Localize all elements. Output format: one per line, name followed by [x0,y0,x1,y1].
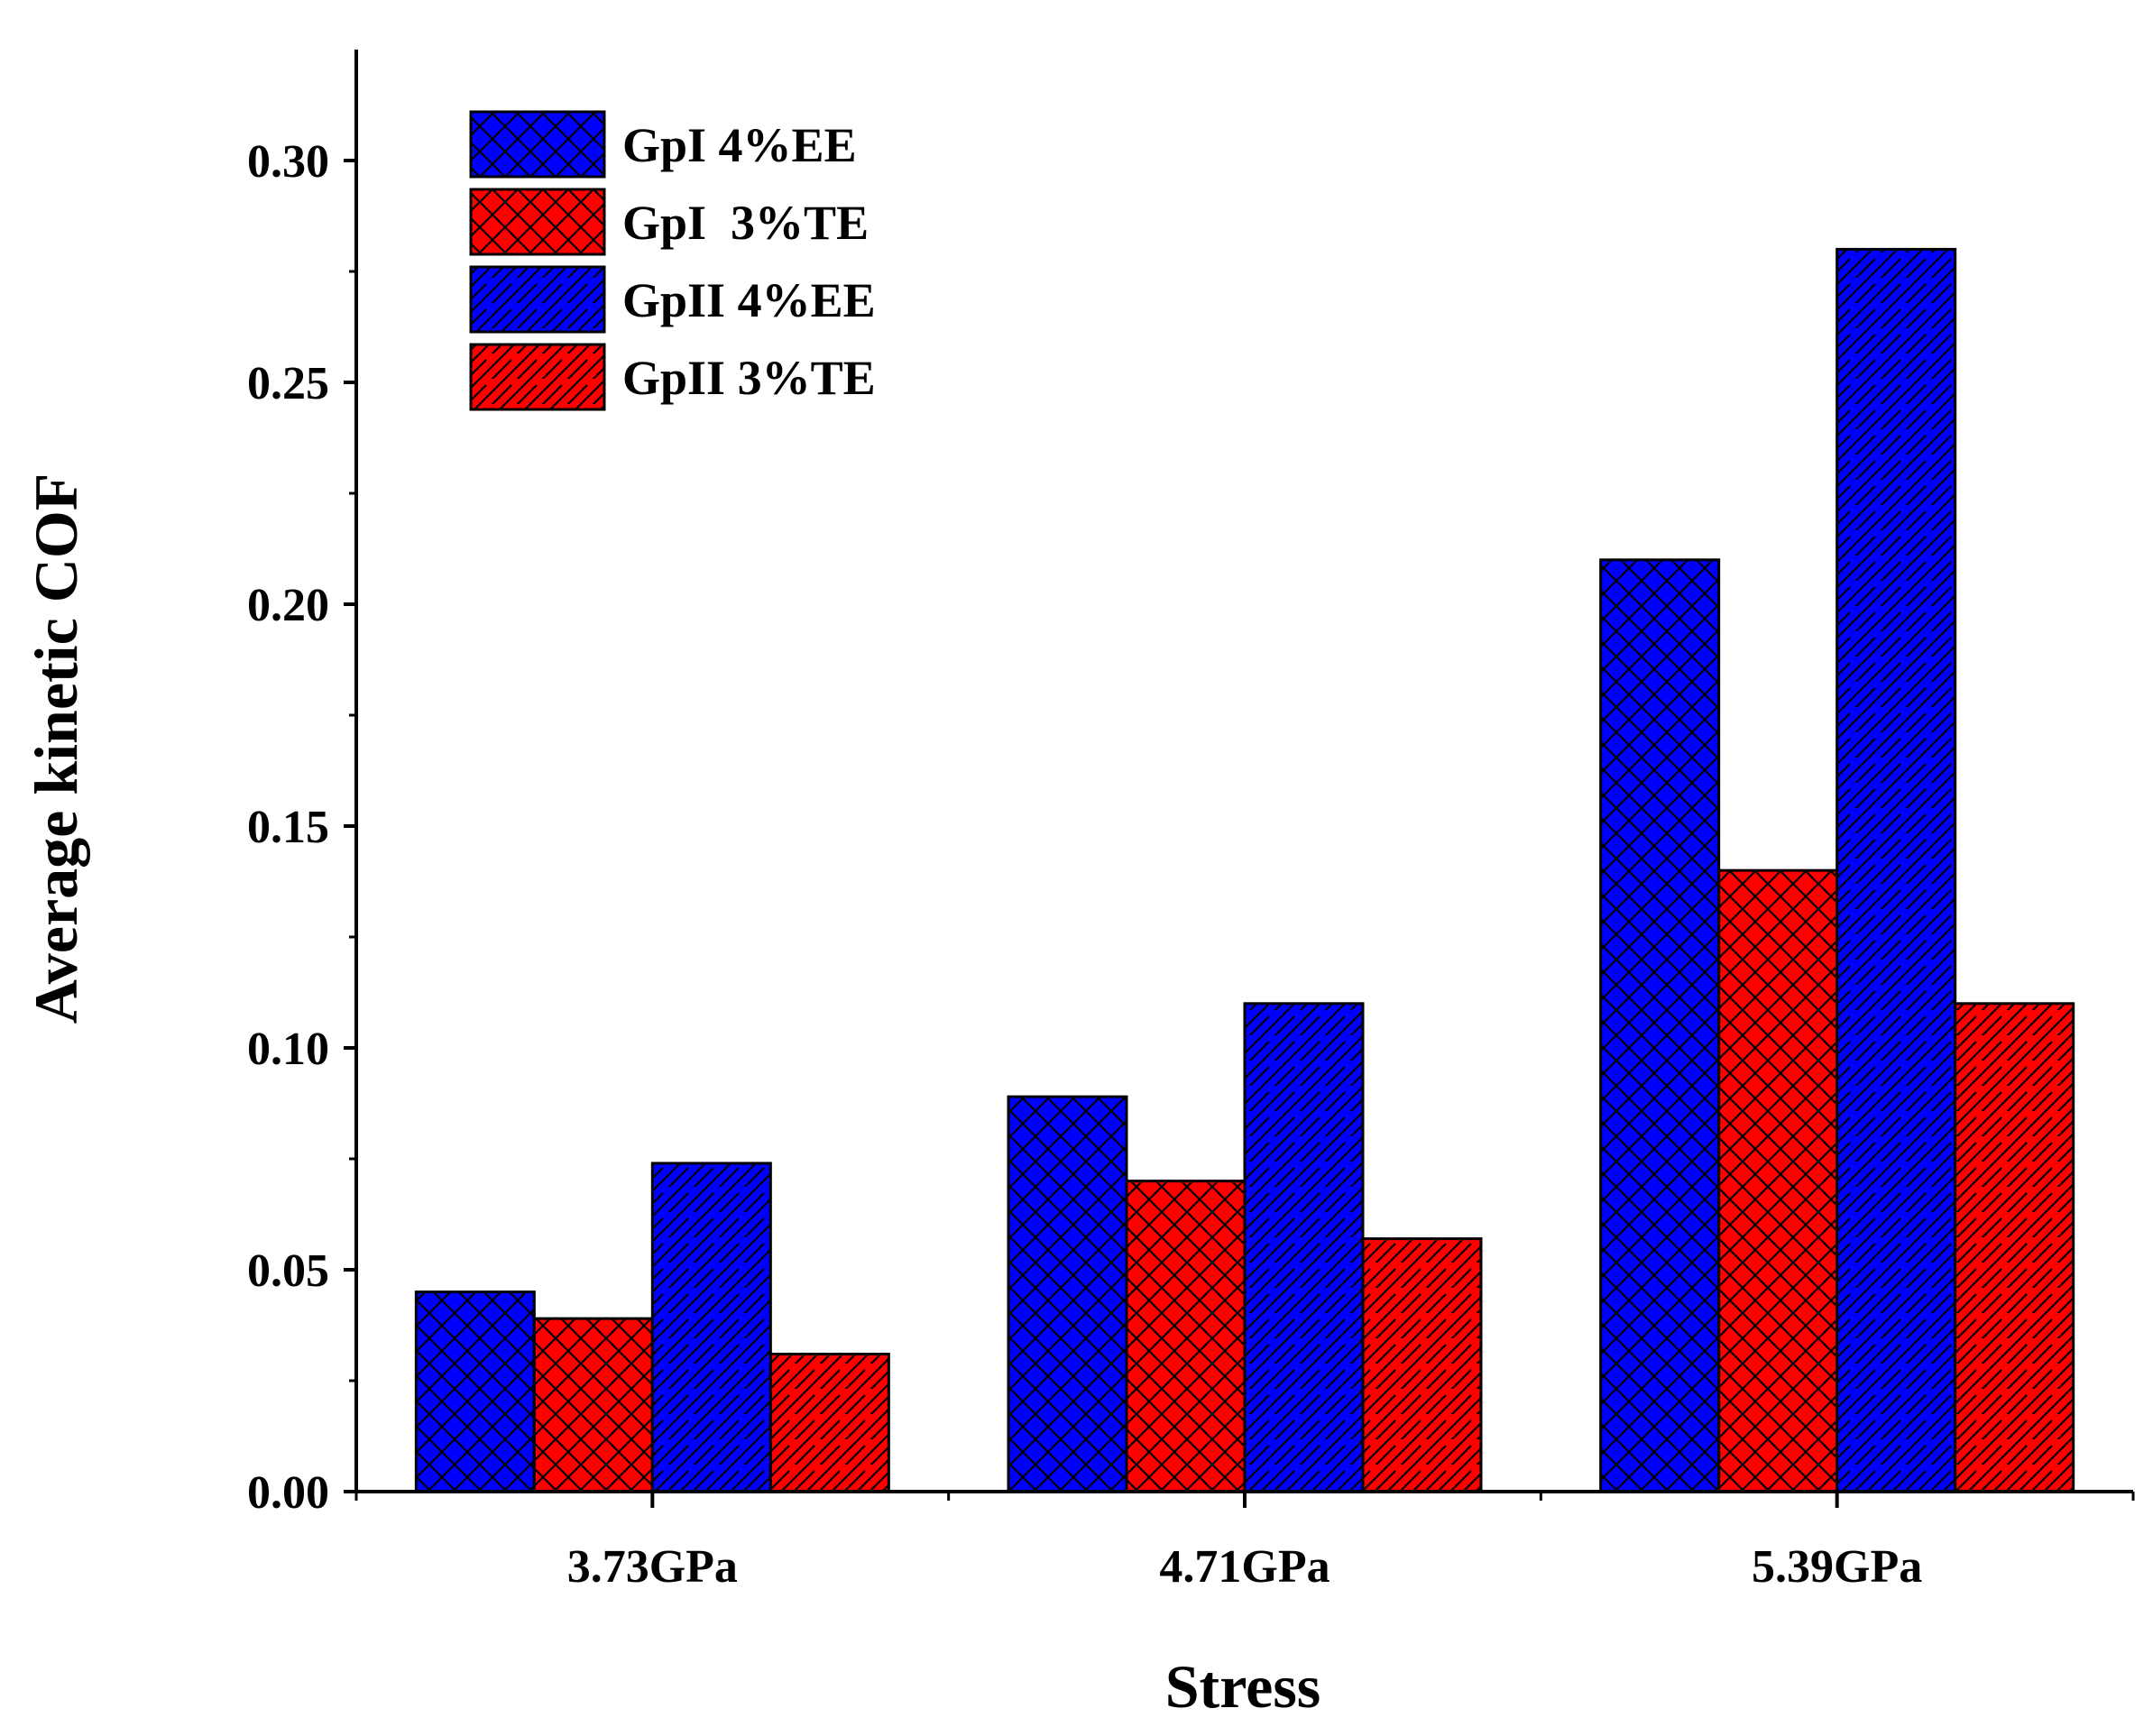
y-tick-label: 0.00 [247,1467,329,1519]
x-tick-label: 5.39GPa [1752,1541,1922,1593]
bar-1-2 [1007,1095,1128,1493]
legend-swatch-3 [469,265,606,334]
legend-label-2: GpI 3%TE [622,196,869,250]
legend-label-1: GpI 4%EE [622,118,857,172]
bar-3-2 [1243,1002,1365,1493]
bar-4-1 [768,1352,890,1493]
legend-swatch-1 [469,110,606,179]
legend: GpI 4%EE GpI 3%TE GpII 4%EE GpII 3%TE [469,110,876,411]
x-tick-label: 3.73GPa [567,1541,738,1593]
bar-3-3 [1836,247,1957,1493]
y-tick-label: 0.15 [247,802,329,853]
y-tick-label: 0.20 [247,580,329,631]
bar-1-1 [414,1291,536,1493]
legend-label-3: GpII 4%EE [622,273,876,327]
y-tick-label: 0.25 [247,358,329,409]
legend-swatch-4 [469,343,606,411]
bar-3-1 [650,1162,772,1493]
bar-4-3 [1954,1002,2075,1493]
axes-layer: 0.00 0.05 0.10 0.15 0.20 0.25 0.30 3.73GPa 4.71G… [247,50,2135,1593]
bar-2-3 [1717,868,1839,1493]
bar-2-2 [1125,1180,1247,1493]
y-tick-label: 0.05 [247,1245,329,1297]
y-tick-label: 0.30 [247,136,329,188]
bar-1-3 [1599,558,1721,1493]
bar-4-2 [1361,1237,1483,1493]
legend-swatch-2 [469,188,606,256]
bars-layer [414,247,2075,1493]
y-axis-label: Average kinetic COF [22,473,90,1024]
x-tick-label: 4.71GPa [1159,1541,1330,1593]
x-axis-label: Stress [1165,1652,1321,1721]
y-tick-label: 0.10 [247,1024,329,1075]
legend-label-4: GpII 3%TE [622,351,876,405]
bar-2-1 [532,1317,654,1493]
